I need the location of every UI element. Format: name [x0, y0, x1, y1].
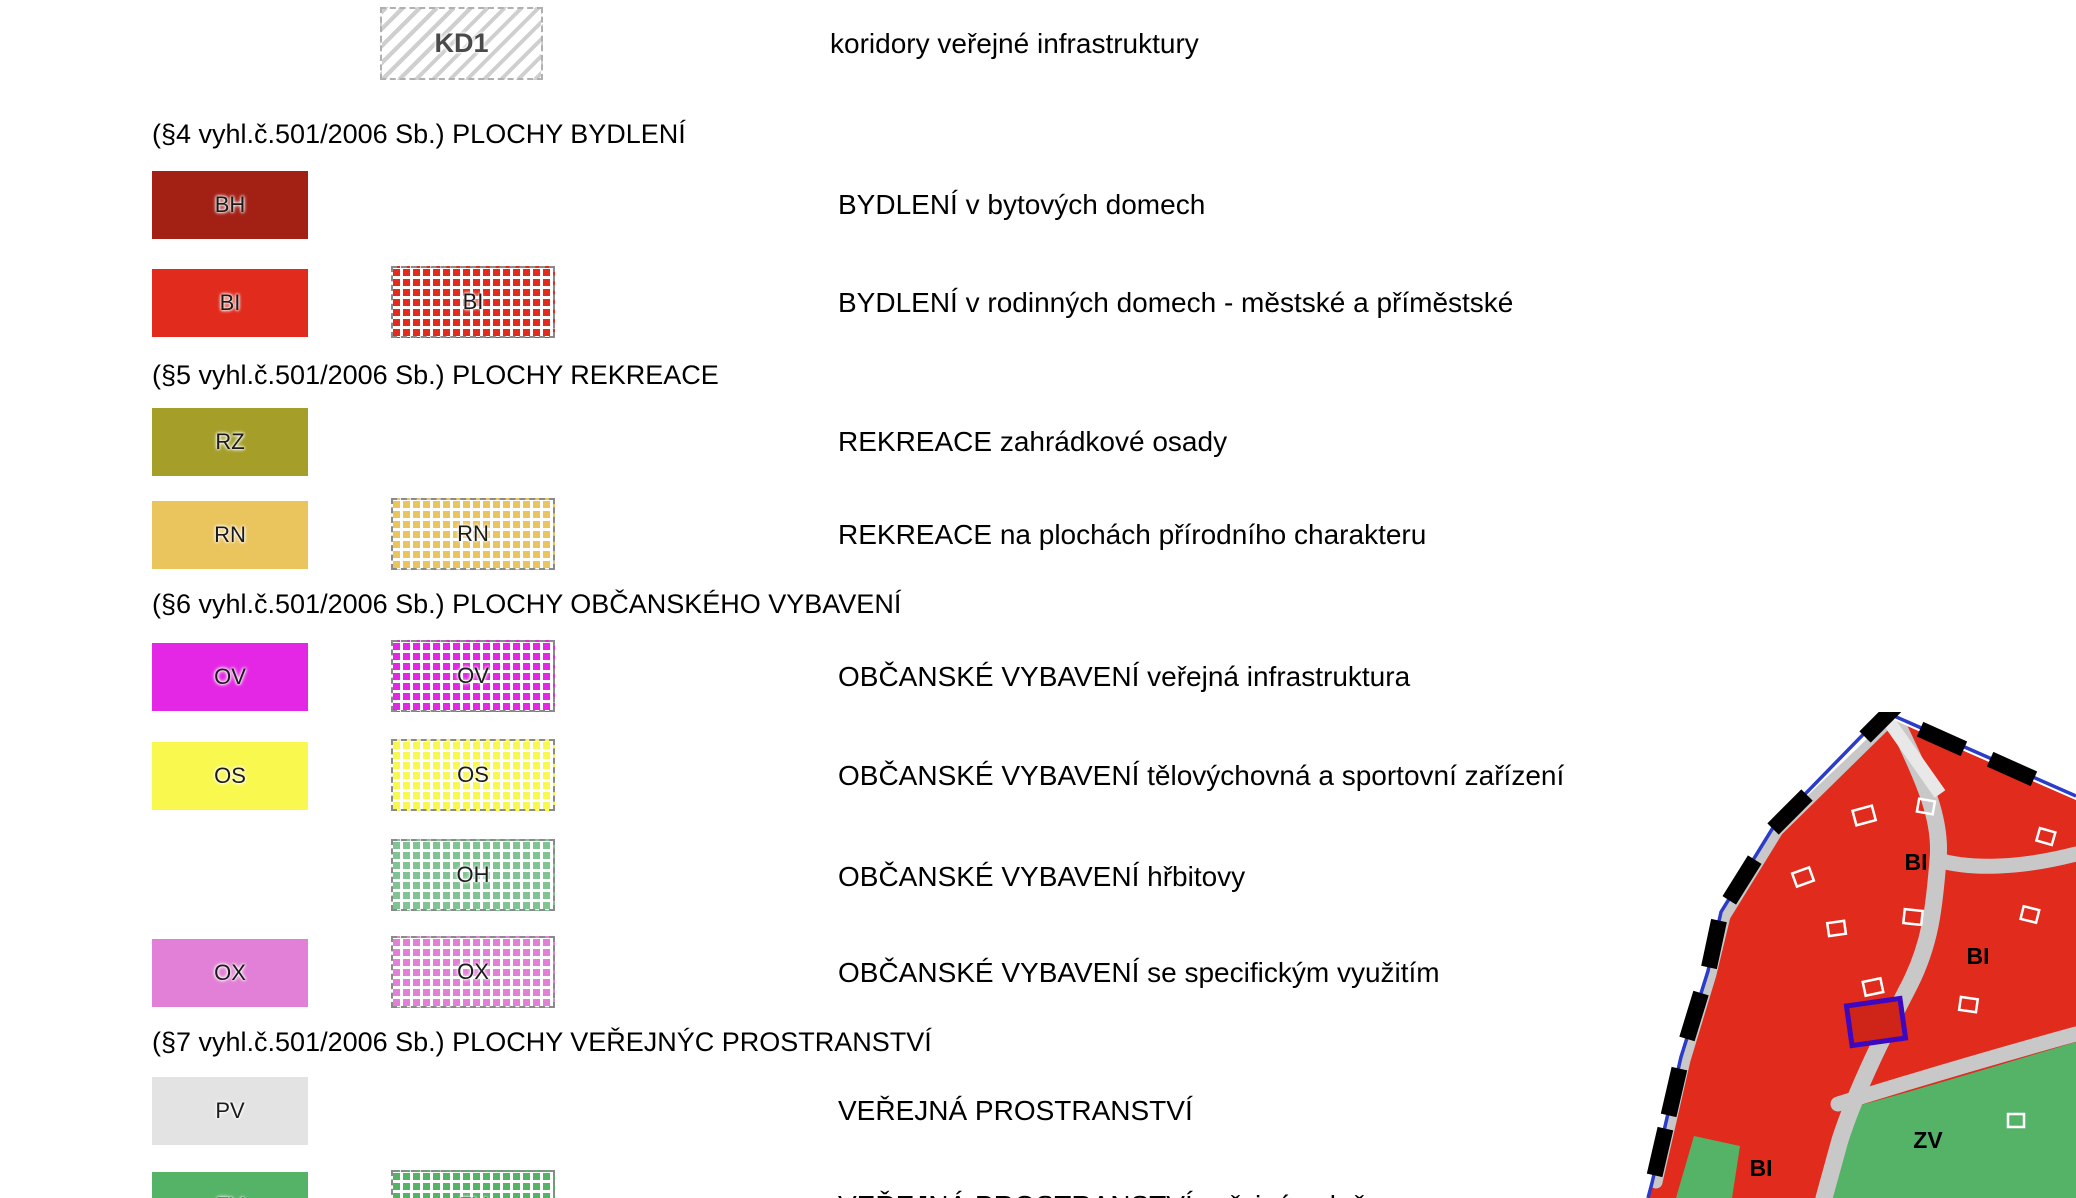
legend-label-rn: REKREACE na plochách přírodního charakte… — [838, 519, 1427, 550]
house-outline-icon — [1957, 995, 1980, 1014]
swatch-os-solid: OS — [152, 742, 308, 810]
swatch-ox-solid: OX — [152, 939, 308, 1007]
swatch-bi-overlay-grid: BI — [391, 266, 555, 338]
swatch-code-os-grid: OS — [457, 762, 489, 787]
swatch-code-kd1: KD1 — [434, 28, 489, 58]
boundary-dash-icon — [1701, 918, 1727, 970]
legend-label-bi: BYDLENÍ v rodinných domech - městské a p… — [838, 287, 1514, 318]
swatch-rz-solid: RZ — [152, 408, 308, 476]
map-label-bi-2: BI — [1967, 943, 1990, 969]
map-label-bi-3: BI — [1750, 1155, 1773, 1181]
legend-label-bh: BYDLENÍ v bytových domech — [838, 189, 1206, 220]
boundary-dash-icon — [1767, 789, 1813, 835]
swatch-code-ox: OX — [214, 960, 246, 985]
swatch-bh-solid: BH — [152, 171, 308, 239]
swatch-code-ov: OV — [214, 664, 246, 689]
highlighted-parcel-outline — [1843, 995, 1909, 1049]
house-outline-icon — [1915, 797, 1937, 816]
swatch-code-pv: PV — [215, 1098, 245, 1123]
swatch-rn-overlay-grid: RN — [391, 498, 555, 570]
swatch-code-rn: RN — [214, 522, 246, 547]
legend-label-rz: REKREACE zahrádkové osady — [838, 426, 1228, 457]
swatch-code-zv-grid: ZV — [459, 1193, 487, 1198]
boundary-dash-icon — [1986, 751, 2038, 787]
legend-label-pv: VEŘEJNÁ PROSTRANSTVÍ — [838, 1095, 1193, 1126]
map-label-bi-1: BI — [1905, 849, 1928, 875]
swatch-code-bi-grid: BI — [462, 289, 484, 314]
swatch-kd1-corridor: KD1 — [380, 7, 543, 80]
swatch-code-rn-grid: RN — [457, 521, 489, 546]
legend-label-ox: OBČANSKÉ VYBAVENÍ se specifickým využití… — [838, 957, 1440, 988]
boundary-dash-icon — [1722, 855, 1762, 905]
swatch-bi-solid: BI — [152, 269, 308, 337]
section-heading-par6: (§6 vyhl.č.501/2006 Sb.) PLOCHY OBČANSKÉ… — [152, 589, 902, 619]
house-outline-icon — [2034, 826, 2057, 847]
swatch-pv-solid: PV — [152, 1077, 308, 1145]
boundary-dash-icon — [1646, 1126, 1674, 1178]
swatch-rn-solid: RN — [152, 501, 308, 569]
swatch-ox-overlay-grid: OX — [391, 936, 555, 1008]
house-outline-icon — [1861, 976, 1885, 998]
boundary-dash-icon — [1660, 1066, 1688, 1118]
map-green-sliver — [1676, 1136, 1740, 1198]
section-heading-par4: (§4 vyhl.č.501/2006 Sb.) PLOCHY BYDLENÍ — [152, 119, 686, 149]
house-outline-icon — [1825, 919, 1848, 938]
boundary-dash-icon — [1859, 712, 1905, 743]
map-house-outlines — [1790, 797, 2057, 1129]
swatch-code-ov-grid: OV — [457, 663, 489, 688]
swatch-zv-overlay-grid: ZV — [391, 1170, 555, 1198]
swatch-code-bi: BI — [219, 290, 241, 315]
swatch-os-overlay-grid: OS — [391, 739, 555, 811]
map-zv-green-area — [1830, 1042, 2076, 1198]
swatch-code-ox-grid: OX — [457, 959, 489, 984]
map-label-zv: ZV — [1913, 1127, 1943, 1153]
boundary-dash-icon — [1916, 721, 1968, 757]
house-outline-icon — [2019, 904, 2041, 925]
section-heading-par7: (§7 vyhl.č.501/2006 Sb.) PLOCHY VEŘEJNÝC… — [152, 1027, 932, 1057]
house-outline-icon — [1850, 804, 1878, 827]
section-heading-par5: (§5 vyhl.č.501/2006 Sb.) PLOCHY REKREACE — [152, 360, 719, 390]
legend-label-oh: OBČANSKÉ VYBAVENÍ hřbitovy — [838, 861, 1246, 892]
boundary-dash-icon — [1679, 990, 1709, 1042]
house-outline-icon — [2006, 1112, 2026, 1129]
swatch-code-bh: BH — [214, 192, 246, 217]
map-labels: BI BI BI ZV — [1750, 849, 1990, 1181]
swatch-code-zv: ZV — [216, 1193, 244, 1198]
map-boundary-dashes — [1646, 712, 2038, 1178]
legend-label-ov: OBČANSKÉ VYBAVENÍ veřejná infrastruktura — [838, 661, 1411, 692]
swatch-code-rz: RZ — [215, 429, 245, 454]
house-outline-icon — [1790, 865, 1816, 889]
swatch-code-oh-grid: OH — [456, 862, 490, 887]
swatch-ov-solid: OV — [152, 643, 308, 711]
legend-label-zv: VEŘEJNÁ PROSTRANSTVÍ veřejná zeleň — [838, 1189, 1367, 1198]
swatch-code-os: OS — [214, 763, 246, 788]
zoning-map-fragment: BI BI BI ZV — [1646, 712, 2076, 1198]
legend-label-os: OBČANSKÉ VYBAVENÍ tělovýchovná a sportov… — [838, 760, 1565, 791]
swatch-ov-overlay-grid: OV — [391, 640, 555, 712]
swatch-zv-solid: ZV — [152, 1172, 308, 1198]
legend-label-kd1: koridory veřejné infrastruktury — [830, 28, 1199, 59]
house-outline-icon — [1901, 907, 1925, 927]
swatch-oh-overlay-grid: OH — [391, 839, 555, 911]
